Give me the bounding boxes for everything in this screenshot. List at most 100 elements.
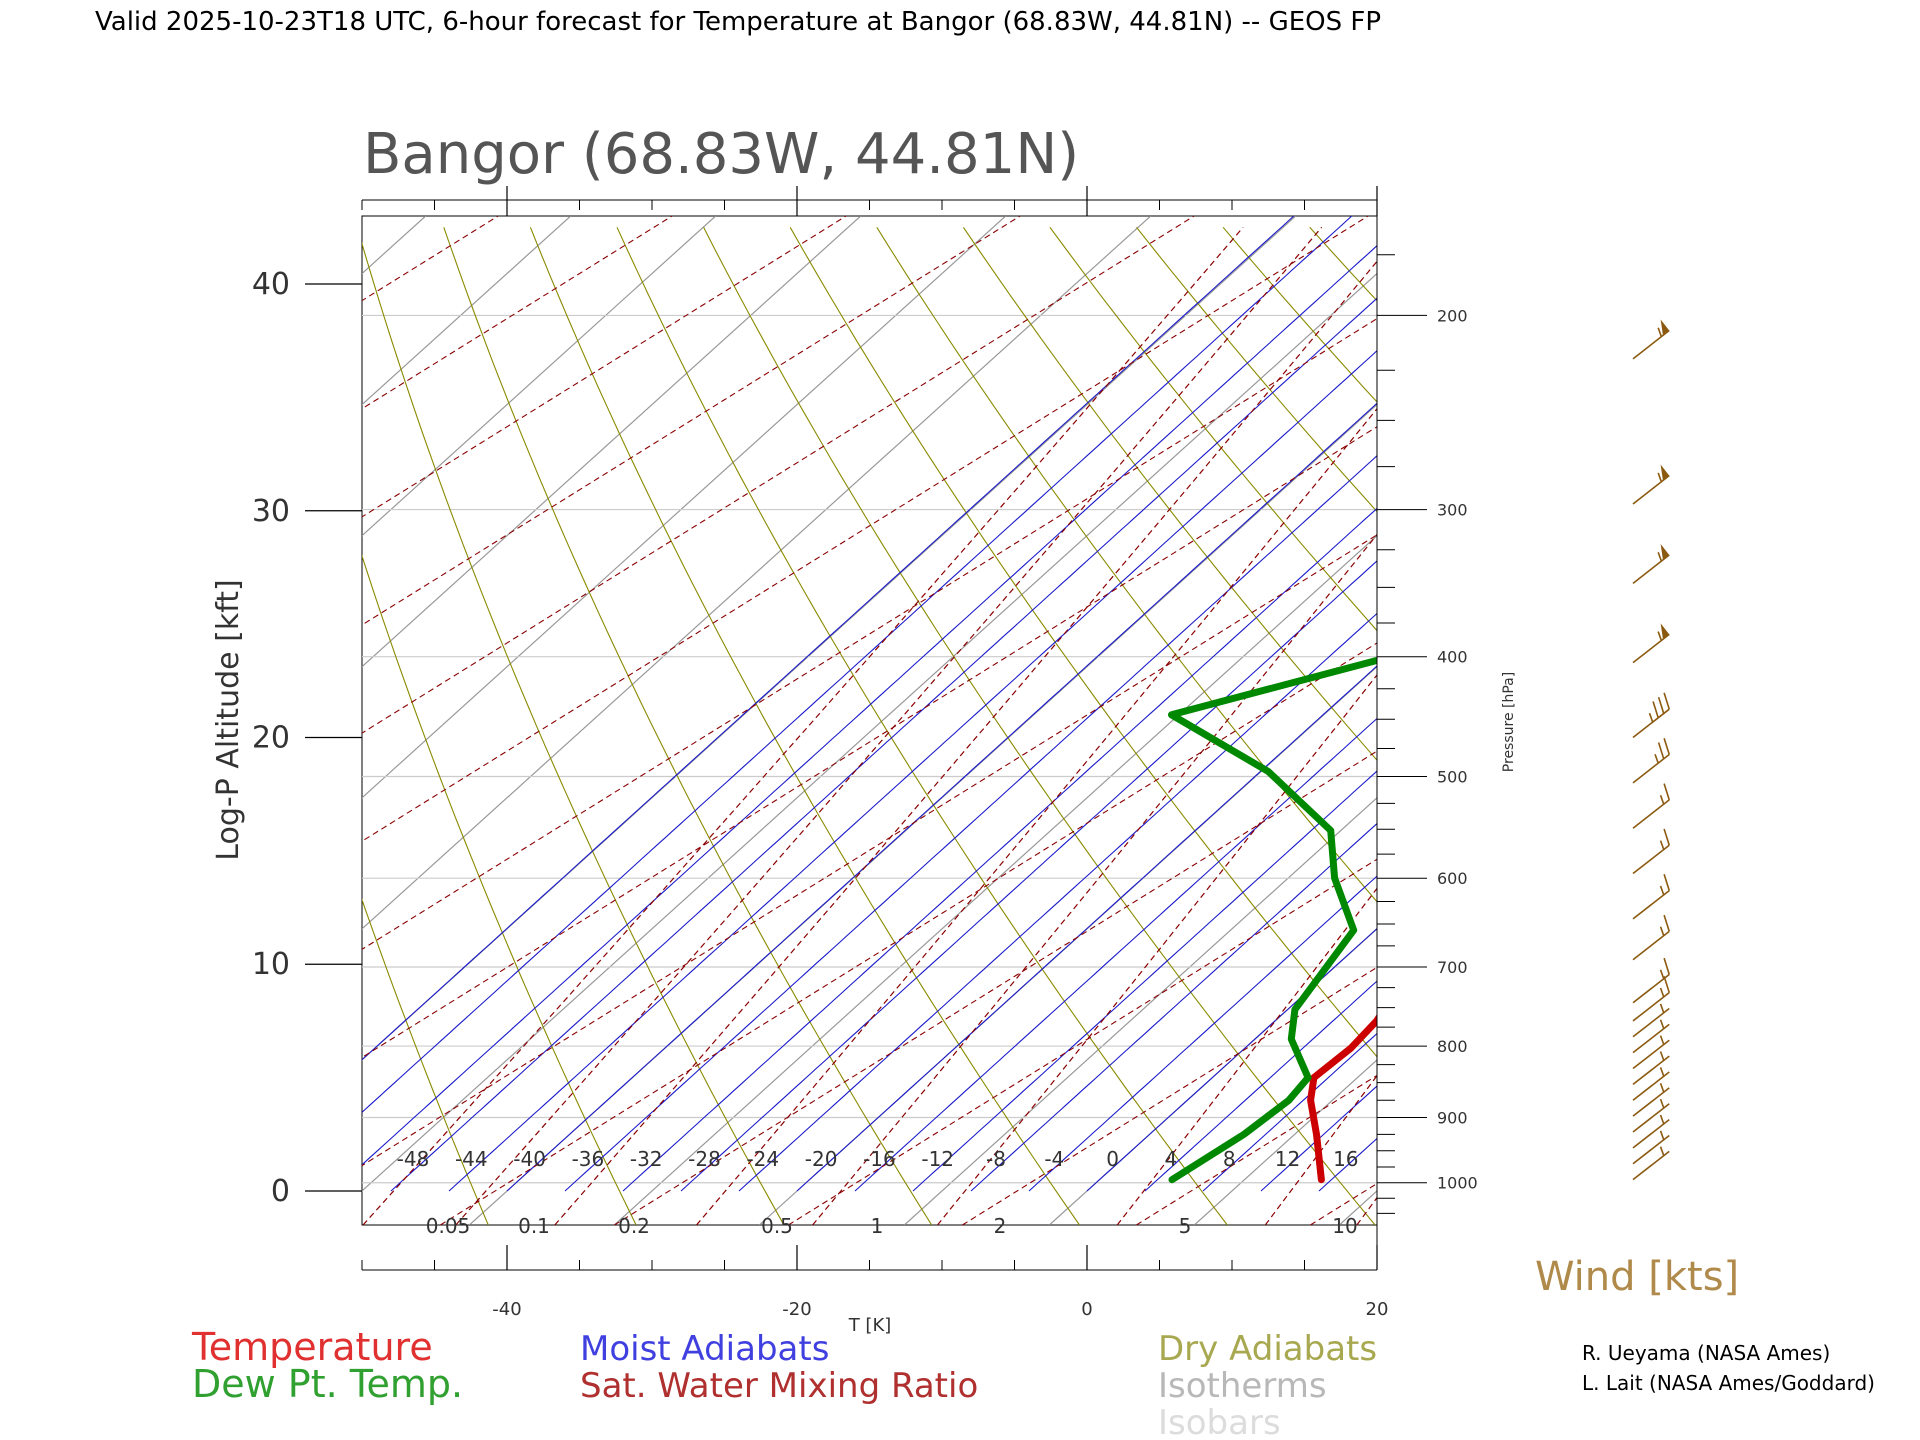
wind-barb-half-feather — [1659, 840, 1665, 850]
mixing-ratio-line — [362, 226, 1244, 1225]
wind-barb-staff — [1632, 475, 1670, 505]
credit-2: L. Lait (NASA Ames/Goddard) — [1582, 1371, 1875, 1395]
moist-adiabat-line — [506, 402, 1377, 1192]
mixing-ratio-line — [362, 216, 1021, 626]
mixing-ratio-line — [696, 407, 1377, 1225]
pressure-tick-label: 600 — [1437, 869, 1468, 888]
isotherm-line — [362, 216, 1007, 799]
legend-isobars: Isobars — [1158, 1403, 1281, 1440]
wind-barb-staff — [1632, 1087, 1670, 1117]
wind-barb-half-feather — [1657, 327, 1663, 337]
x-tick-label: -20 — [782, 1299, 811, 1320]
wind-barb-half-feather — [1659, 1082, 1665, 1093]
wind-barb-staff — [1632, 1023, 1670, 1054]
wind-barb-staff — [1632, 1150, 1670, 1181]
moist-adiabat-line — [1028, 875, 1377, 1192]
legend-temperature: Temperature — [191, 1325, 433, 1369]
wind-barb-half-feather — [1659, 926, 1665, 936]
wind-barb-flag — [1660, 464, 1670, 481]
moist-adiabat-label: 8 — [1223, 1147, 1236, 1171]
dry-adiabat-line — [11, 227, 193, 1225]
wind-label: Wind [kts] — [1535, 1254, 1739, 1300]
dry-adiabat-line — [703, 227, 1376, 1225]
wind-barb-half-feather — [1657, 551, 1663, 562]
mixing-ratio-line — [1356, 1196, 1377, 1225]
dry-adiabat-line — [876, 227, 1377, 903]
pressure-tick-label: 300 — [1437, 501, 1468, 520]
wind-barb — [1632, 319, 1670, 360]
dry-adiabat-line — [362, 241, 785, 1225]
isotherm-line — [362, 216, 572, 406]
mixing-ratio-line — [362, 534, 1377, 1167]
isotherm-line — [362, 216, 1297, 1061]
wind-barb-half-feather — [1659, 1067, 1665, 1077]
wind-barb-half-feather — [1657, 631, 1663, 641]
wind-barb — [1632, 1114, 1670, 1149]
mixing-ratio-lines — [362, 216, 1920, 1225]
mixing-ratio-line — [362, 216, 673, 410]
mixing-ratio-line — [554, 260, 1377, 1225]
plot-area — [361, 215, 1378, 1226]
legend-isotherms: Isotherms — [1158, 1366, 1327, 1406]
isobar-lines — [362, 314, 1377, 1184]
y-tick-label: 30 — [252, 494, 290, 529]
dry-adiabat-line — [1222, 226, 1377, 403]
mixing-ratio-label: 10 — [1332, 1214, 1357, 1238]
dry-adiabat-line — [962, 226, 1377, 761]
wind-barb-staff — [1632, 554, 1670, 584]
wind-barb-half-feather — [1654, 753, 1659, 764]
dry-adiabat-line — [1309, 226, 1377, 302]
mixing-ratio-label: 1 — [871, 1214, 884, 1238]
moist-adiabat-line — [564, 455, 1377, 1192]
wind-barb-half-feather — [1657, 472, 1663, 483]
inner-labels: -48 -44 -40 -36 -32 -28 -24 -20 -16 -12 -8 -4 0 4 8 12 1… — [397, 1147, 1359, 1238]
dry-adiabat-line — [1136, 226, 1377, 513]
series-line — [1307, 1013, 1377, 1184]
mixing-ratio-line — [1827, 227, 1920, 1225]
pressure-tick-label: 500 — [1437, 767, 1468, 786]
mixing-ratio-label: 0.5 — [761, 1214, 793, 1238]
wind-barb-flag — [1660, 623, 1670, 640]
wind-barb-staff — [1632, 1007, 1670, 1038]
credit-1: R. Ueyama (NASA Ames) — [1582, 1341, 1830, 1365]
moist-adiabat-label: -8 — [986, 1147, 1006, 1171]
chart-title: Bangor (68.83W, 44.81N) — [363, 122, 1079, 187]
moist-adiabat-label: -4 — [1044, 1147, 1064, 1171]
wind-barb — [1632, 1051, 1670, 1086]
mixing-ratio-line — [1264, 1074, 1377, 1225]
moist-adiabat-label: -24 — [746, 1147, 779, 1171]
isotherm-line — [613, 534, 1377, 1225]
wind-barb-staff — [1632, 1039, 1670, 1070]
wind-barb-flag — [1660, 319, 1670, 336]
mixing-ratio-line — [1522, 227, 1920, 1225]
wind-barb-staff — [1632, 753, 1670, 784]
mixing-ratio-line — [440, 642, 1377, 1225]
legend-dry-adiabats: Dry Adiabats — [1158, 1329, 1377, 1369]
isotherm-line — [362, 216, 717, 537]
moist-adiabat-line — [362, 216, 1295, 1061]
wind-barb-staff — [1632, 889, 1670, 920]
wind-barb — [1632, 623, 1670, 664]
wind-barb-staff — [1632, 1103, 1670, 1133]
mixing-ratio-line — [362, 317, 1377, 950]
isotherm-line — [903, 796, 1377, 1225]
mixing-ratio-line — [1735, 227, 1920, 1225]
dry-adiabat-line — [1743, 227, 1920, 1225]
dry-adiabat-line — [362, 554, 637, 1225]
wind-barb-half-feather — [1659, 1051, 1665, 1061]
wind-barb-half-feather — [1659, 885, 1665, 896]
isotherm-line — [1629, 216, 1920, 1225]
pressure-tick-label: 1000 — [1437, 1174, 1478, 1193]
wind-barb-half-feather — [1659, 1098, 1665, 1109]
wind-barb-feather — [1663, 976, 1671, 993]
wind-barb-half-feather — [1659, 1003, 1665, 1014]
wind-barb — [1632, 1003, 1670, 1038]
wind-barb — [1632, 874, 1671, 920]
mixing-ratio-line — [362, 216, 1369, 842]
moist-adiabat-line — [854, 717, 1377, 1192]
isotherm-line — [362, 216, 862, 668]
wind-barb-feather — [1663, 957, 1671, 975]
wind-barb — [1632, 692, 1671, 739]
wind-barb-staff — [1632, 1055, 1670, 1086]
wind-barb-staff — [1632, 930, 1670, 961]
